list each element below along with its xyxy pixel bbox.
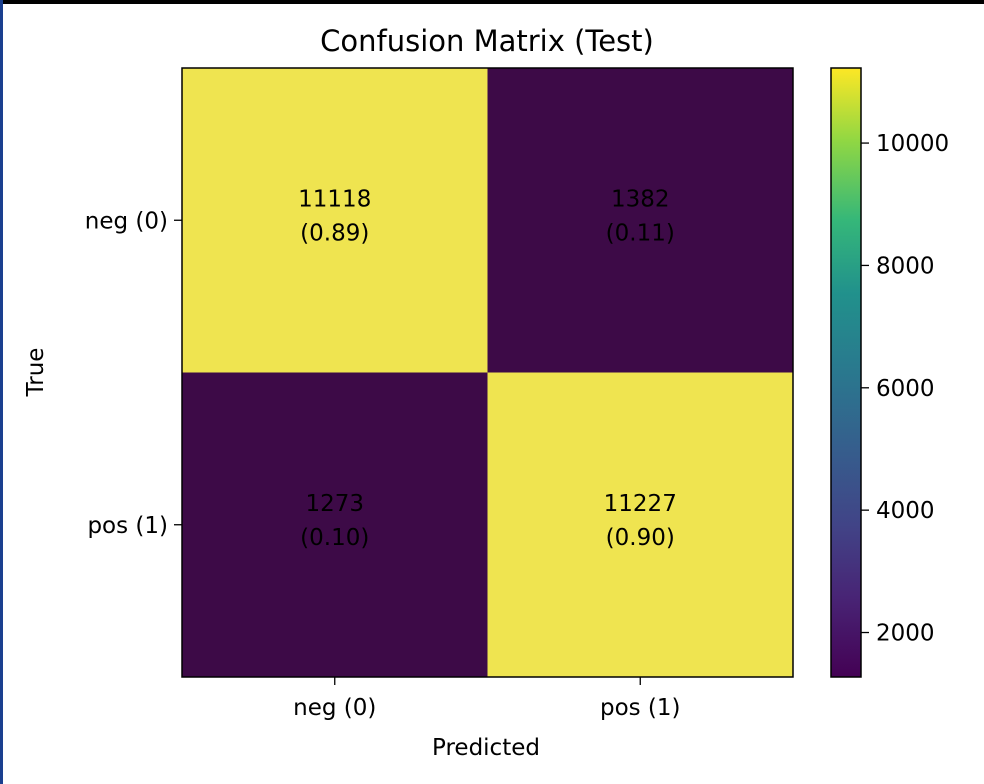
y-tick-label: neg (0) (85, 208, 168, 234)
cell-count-label: 11118 (298, 186, 371, 212)
heatmap-cell-r1-c1 (487, 372, 793, 677)
heatmap-frame (181, 67, 794, 678)
x-tick-label: pos (1) (600, 695, 681, 721)
y-axis-label: True (23, 348, 49, 398)
x-axis-ticks: neg (0) pos (1) (293, 677, 681, 721)
colorbar-ticks: 2000 4000 6000 8000 10000 (861, 131, 949, 647)
cell-count-label: 1273 (305, 491, 364, 517)
y-tick-label: pos (1) (87, 513, 168, 539)
window-top-border (0, 0, 984, 4)
x-axis-label: Predicted (432, 735, 540, 761)
cell-fraction-label: (0.89) (300, 220, 369, 246)
colorbar-tick-label: 6000 (876, 376, 935, 402)
colorbar-tick-label: 8000 (876, 253, 935, 279)
window-left-border (0, 0, 3, 784)
colorbar-tick-label: 2000 (876, 621, 935, 647)
chart-title: Confusion Matrix (Test) (320, 24, 654, 58)
colorbar-tick-label: 10000 (876, 131, 949, 157)
cell-count-label: 11227 (604, 491, 677, 517)
colorbar (830, 67, 862, 678)
cell-count-label: 1382 (611, 186, 670, 212)
heatmap-cell-r0-c1 (487, 68, 793, 373)
cell-fraction-label: (0.90) (606, 525, 675, 551)
x-tick-label: neg (0) (293, 695, 376, 721)
heatmap-cell-r0-c0 (182, 68, 488, 373)
cell-fraction-label: (0.10) (300, 525, 369, 551)
heatmap-cells: 11118 (0.89) 1382 (0.11) 1273 (0.10) 11227 (0.9… (182, 68, 793, 677)
heatmap-cell-r1-c0 (182, 372, 488, 677)
y-axis-ticks: neg (0) pos (1) (85, 208, 182, 539)
cell-fraction-label: (0.11) (606, 220, 675, 246)
colorbar-tick-label: 4000 (876, 498, 935, 524)
